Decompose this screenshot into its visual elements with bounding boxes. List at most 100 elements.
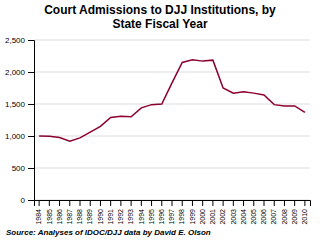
x-tick: 1995 bbox=[148, 200, 155, 225]
x-tick-label: 1992 bbox=[117, 209, 124, 225]
x-tick-label: 1989 bbox=[86, 209, 93, 225]
y-tick: 0 bbox=[21, 196, 34, 205]
x-tick: 2000 bbox=[199, 200, 206, 225]
x-tick: 1985 bbox=[46, 200, 53, 225]
x-tick: 1998 bbox=[178, 200, 185, 225]
x-tick-mark bbox=[223, 200, 224, 206]
x-tick-label: 1984 bbox=[35, 209, 42, 225]
x-tick-label: 1999 bbox=[189, 209, 196, 225]
x-tick-label: 2008 bbox=[281, 209, 288, 225]
x-tick-label: 2000 bbox=[199, 209, 206, 225]
x-tick: 2008 bbox=[281, 200, 288, 225]
x-tick-mark bbox=[161, 200, 162, 206]
x-tick: 1989 bbox=[86, 200, 93, 225]
x-tick: 1993 bbox=[127, 200, 134, 225]
y-tick-label: 500 bbox=[12, 164, 26, 173]
grid-line bbox=[34, 136, 310, 137]
chart-svg: Court Admissions to DJJ Institutions, by… bbox=[0, 0, 320, 240]
x-tick: 1994 bbox=[138, 200, 145, 225]
x-tick: 2003 bbox=[230, 200, 237, 225]
grid-line bbox=[34, 168, 310, 169]
title: Court Admissions to DJJ Institutions, by… bbox=[44, 3, 276, 31]
x-tick-label: 1990 bbox=[97, 209, 104, 225]
y-tick-label: 0 bbox=[21, 196, 26, 205]
x-tick-label: 1997 bbox=[168, 209, 175, 225]
x-tick-label: 1993 bbox=[127, 209, 134, 225]
x-tick-label: 1994 bbox=[138, 209, 145, 225]
source: Source: Analyses of IDOC/DJJ data by Dav… bbox=[6, 228, 211, 237]
x-tick-label: 2010 bbox=[301, 209, 308, 225]
x-tick-mark bbox=[294, 200, 295, 206]
x-tick-mark bbox=[80, 200, 81, 206]
y-tick-mark bbox=[28, 168, 34, 169]
x-tick-label: 2004 bbox=[240, 209, 247, 225]
y-tick: 2,500 bbox=[5, 36, 34, 45]
x-tick: 2006 bbox=[260, 200, 267, 225]
line bbox=[39, 60, 305, 141]
y-tick: 1,500 bbox=[5, 100, 34, 109]
x-tick-mark bbox=[253, 200, 254, 206]
x-tick: 2004 bbox=[240, 200, 247, 225]
x-tick: 2002 bbox=[219, 200, 226, 225]
x-tick-mark bbox=[202, 200, 203, 206]
x-tick-mark bbox=[243, 200, 244, 206]
x-axis: 1984198519861987198819891990199119921993… bbox=[35, 200, 311, 225]
plot: 05001,0001,5002,0002,5001984198519861987… bbox=[5, 36, 311, 225]
y-tick: 500 bbox=[12, 164, 34, 173]
x-tick-mark bbox=[49, 200, 50, 206]
marks bbox=[39, 60, 305, 141]
x-tick: 1988 bbox=[76, 200, 83, 225]
x-tick: 2007 bbox=[270, 200, 277, 225]
x-tick-label: 1988 bbox=[76, 209, 83, 225]
x-tick-mark bbox=[120, 200, 121, 206]
x-tick-mark bbox=[264, 200, 265, 206]
x-tick-mark bbox=[141, 200, 142, 206]
y-tick-label: 1,000 bbox=[5, 132, 26, 141]
x-tick-label: 2009 bbox=[291, 209, 298, 225]
x-tick: 2001 bbox=[209, 200, 216, 225]
x-tick-label: 2002 bbox=[219, 209, 226, 225]
x-tick-mark bbox=[304, 200, 305, 206]
x-tick-mark bbox=[69, 200, 70, 206]
x-tick: 1992 bbox=[117, 200, 124, 225]
x-tick-label: 1991 bbox=[107, 209, 114, 225]
x-tick-mark bbox=[284, 200, 285, 206]
x-tick-mark bbox=[233, 200, 234, 206]
title-line: Court Admissions to DJJ Institutions, by bbox=[44, 3, 276, 17]
grid bbox=[34, 40, 310, 200]
x-tick-label: 2006 bbox=[260, 209, 267, 225]
x-tick: 1987 bbox=[66, 200, 73, 225]
x-tick-mark bbox=[110, 200, 111, 206]
title-line: State Fiscal Year bbox=[112, 17, 208, 31]
x-tick: 2005 bbox=[250, 200, 257, 225]
x-tick-mark bbox=[100, 200, 101, 206]
y-tick-mark bbox=[28, 72, 34, 73]
x-tick-label: 1998 bbox=[178, 209, 185, 225]
x-tick: 1984 bbox=[35, 200, 42, 225]
y-axis: 05001,0001,5002,0002,500 bbox=[5, 36, 35, 205]
y-axis-line bbox=[28, 41, 35, 201]
x-tick: 1997 bbox=[168, 200, 175, 225]
y-tick-label: 2,500 bbox=[5, 36, 26, 45]
x-tick-mark bbox=[39, 200, 40, 206]
x-tick-mark bbox=[182, 200, 183, 206]
x-tick-mark bbox=[274, 200, 275, 206]
x-tick-mark bbox=[59, 200, 60, 206]
x-tick-label: 2005 bbox=[250, 209, 257, 225]
x-tick-label: 1987 bbox=[66, 209, 73, 225]
chart-container: Court Admissions to DJJ Institutions, by… bbox=[0, 0, 320, 240]
y-tick-mark bbox=[28, 200, 34, 201]
x-axis-line bbox=[35, 201, 311, 207]
x-tick-label: 2003 bbox=[230, 209, 237, 225]
y-tick: 1,000 bbox=[5, 132, 34, 141]
x-tick: 1991 bbox=[107, 200, 114, 225]
grid-line bbox=[34, 104, 310, 105]
y-tick-mark bbox=[28, 104, 34, 105]
x-tick: 1996 bbox=[158, 200, 165, 225]
x-tick: 1990 bbox=[97, 200, 104, 225]
y-tick-mark bbox=[28, 40, 34, 41]
x-tick-label: 2001 bbox=[209, 209, 216, 225]
grid-line bbox=[34, 40, 310, 41]
y-tick-mark bbox=[28, 136, 34, 137]
x-tick-mark bbox=[151, 200, 152, 206]
